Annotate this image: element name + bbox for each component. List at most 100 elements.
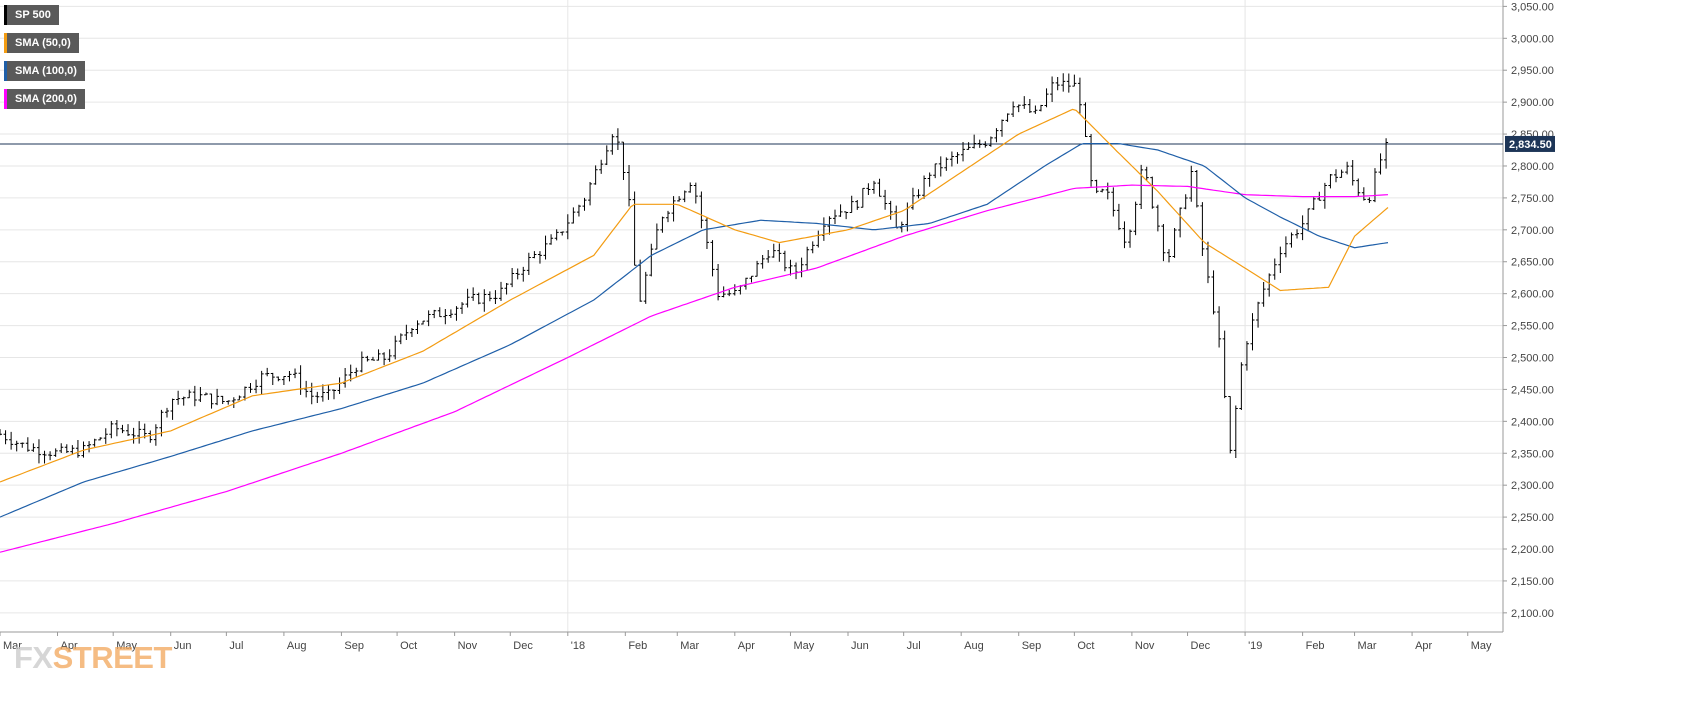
ohlc-bar: [1250, 313, 1255, 351]
ohlc-bar: [1033, 105, 1038, 114]
x-tick-label: Dec: [1191, 640, 1211, 652]
ohlc-bar: [320, 384, 325, 402]
ohlc-bar: [755, 260, 760, 277]
ohlc-bar: [1122, 221, 1127, 249]
ohlc-bar: [749, 275, 754, 283]
ohlc-bar: [1378, 153, 1383, 175]
ohlc-bar: [977, 139, 982, 148]
ohlc-bar: [159, 409, 164, 437]
x-tick-label: Aug: [964, 640, 984, 652]
ohlc-bar: [871, 180, 876, 194]
ohlc-bar: [203, 392, 208, 396]
ohlc-bar: [465, 288, 470, 308]
ohlc-bar: [120, 424, 125, 434]
ohlc-bar: [309, 382, 314, 405]
ohlc-bar: [9, 431, 14, 450]
ohlc-bar: [443, 308, 448, 325]
ohlc-bar: [376, 349, 381, 361]
ohlc-bar: [354, 367, 359, 377]
ohlc-bar: [148, 430, 153, 443]
ohlc-bar: [270, 372, 275, 385]
y-tick-label: 2,650.00: [1511, 257, 1554, 269]
ohlc-bar: [1061, 73, 1066, 92]
ohlc-bar: [126, 424, 131, 436]
ohlc-bar: [833, 209, 837, 225]
x-tick-label: Mar: [1358, 640, 1377, 652]
ohlc-bar: [949, 151, 954, 167]
x-tick-label: '19: [1248, 640, 1262, 652]
legend-item-sp500[interactable]: SP 500: [4, 5, 85, 25]
ohlc-bar: [220, 395, 225, 404]
ohlc-bar: [1345, 161, 1350, 175]
ohlc-bar: [1178, 207, 1183, 238]
ohlc-bar: [1328, 173, 1333, 189]
ohlc-bar: [192, 385, 197, 407]
ohlc-bar: [460, 302, 465, 314]
ohlc-bar: [471, 287, 476, 301]
ohlc-bar: [176, 390, 181, 405]
ohlc-bar: [393, 335, 398, 360]
y-tick-label: 2,500.00: [1511, 352, 1554, 364]
ohlc-bar: [782, 250, 787, 272]
legend-item-sma100[interactable]: SMA (100,0): [4, 61, 85, 81]
ohlc-bar: [476, 292, 481, 305]
ohlc-bar: [170, 398, 175, 420]
ohlc-bar: [0, 429, 2, 436]
ohlc-bar: [1000, 119, 1004, 137]
ohlc-bar: [1278, 246, 1283, 274]
ohlc-bar: [888, 200, 893, 220]
ohlc-bar: [265, 367, 270, 377]
ohlc-bar: [1205, 241, 1210, 284]
x-tick-label: May: [1471, 640, 1492, 652]
ohlc-bar: [966, 142, 971, 150]
ohlc-bar: [370, 356, 375, 361]
ohlc-bar: [1144, 166, 1149, 181]
ohlc-bar: [1133, 201, 1138, 236]
ohlc-bar: [788, 259, 793, 276]
ohlc-bar: [1077, 77, 1082, 114]
ohlc-bar: [1155, 204, 1160, 232]
x-tick-label: Sep: [344, 640, 364, 652]
y-tick-label: 3,050.00: [1511, 1, 1554, 13]
y-tick-label: 2,950.00: [1511, 65, 1554, 77]
y-tick-label: 2,250.00: [1511, 512, 1554, 524]
ohlc-bar: [771, 243, 776, 258]
ohlc-bar: [604, 145, 609, 166]
ohlc-bar: [142, 423, 147, 439]
ohlc-bar: [955, 152, 960, 164]
ohlc-bar: [31, 443, 36, 452]
ohlc-bar: [487, 291, 492, 302]
ohlc-bar: [1239, 362, 1244, 410]
ohlc-bar: [1150, 176, 1155, 209]
ohlc-bar: [36, 439, 41, 464]
ohlc-bar: [532, 251, 537, 259]
y-tick-label: 2,300.00: [1511, 480, 1554, 492]
ohlc-bar: [1194, 169, 1199, 208]
legend-item-sma50[interactable]: SMA (50,0): [4, 33, 85, 53]
ohlc-bar: [1222, 330, 1227, 399]
ohlc-bar: [448, 309, 453, 318]
ohlc-bar: [87, 441, 92, 453]
ohlc-bar: [944, 157, 949, 171]
ohlc-bar: [916, 189, 921, 199]
ohlc-bar: [671, 196, 676, 222]
ohlc-bar: [198, 386, 203, 403]
ohlc-bar: [153, 424, 158, 446]
legend-item-sma200[interactable]: SMA (200,0): [4, 89, 85, 109]
ohlc-bar: [20, 442, 25, 448]
ohlc-bar: [287, 370, 292, 382]
ohlc-bar: [910, 187, 915, 210]
ohlc-bar: [927, 172, 932, 187]
ohlc-bar: [1011, 101, 1016, 117]
x-tick-label: Sep: [1022, 640, 1042, 652]
y-tick-label: 2,450.00: [1511, 384, 1554, 396]
ohlc-bar: [838, 204, 843, 217]
ohlc-bar: [922, 175, 927, 199]
sma-50-line: [0, 108, 1389, 483]
ohlc-bar: [716, 263, 721, 301]
ohlc-bar: [1044, 88, 1049, 108]
ohlc-bar: [1361, 187, 1366, 201]
legend-swatch-sma100: [4, 61, 7, 81]
